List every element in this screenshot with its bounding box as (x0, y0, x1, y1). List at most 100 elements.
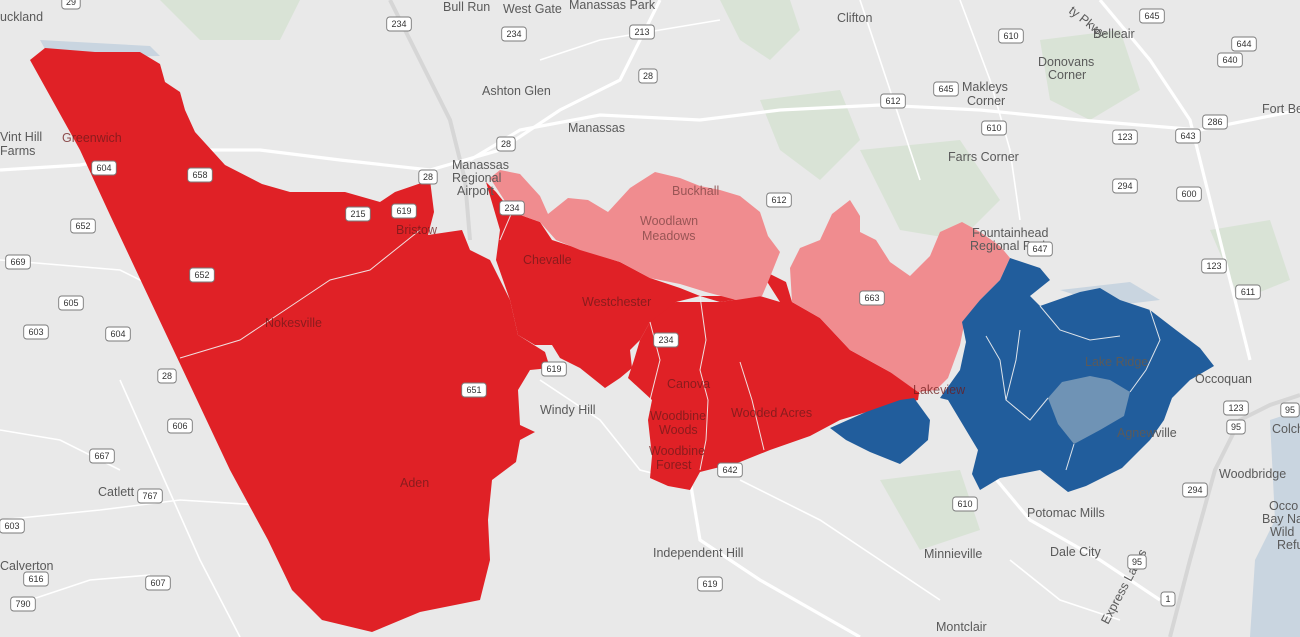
route-shield-label: 605 (63, 298, 78, 308)
precinct-lake-ridge[interactable] (940, 258, 1214, 492)
route-shield-badge (345, 206, 371, 222)
route-shield-badge (1112, 178, 1138, 194)
place-label: Minnieville (924, 547, 982, 561)
route-shield-label: 640 (1222, 55, 1237, 65)
route-shield-badge (187, 167, 213, 183)
precinct-lean-democrat[interactable] (1048, 376, 1130, 444)
route-shield-badge (1139, 8, 1165, 24)
route-shield-label: 644 (1236, 39, 1251, 49)
route-shield-label: 642 (722, 465, 737, 475)
route-shield-s644: 644 (1231, 36, 1257, 52)
route-shield-badge (1112, 129, 1138, 145)
place-label: Forest (656, 458, 692, 472)
place-label: Nokesville (265, 316, 322, 330)
route-shield-badge (952, 496, 978, 512)
route-shield-s645a: 645 (1139, 8, 1165, 24)
route-shield-s669: 669 (5, 254, 31, 270)
route-shield-label: 28 (162, 371, 172, 381)
route-shield-badge (145, 575, 171, 591)
route-shield-s610a: 610 (998, 28, 1024, 44)
route-shield-label: 663 (864, 293, 879, 303)
place-label: Woodbridge (1219, 467, 1286, 481)
route-shield-s612a: 612 (880, 93, 906, 109)
place-label: Independent Hill (653, 546, 743, 560)
route-shield-label: 95 (1231, 422, 1241, 432)
route-shield-label: 645 (1144, 11, 1159, 21)
route-shield-s610b: 610 (981, 120, 1007, 136)
route-shield-label: 294 (1117, 181, 1132, 191)
route-shield-s234a: 234 (386, 16, 412, 32)
route-shield-badge (10, 596, 36, 612)
route-shield-label: 234 (391, 19, 406, 29)
precinct-nokesville-aden[interactable] (30, 48, 550, 632)
route-shield-label: 603 (28, 327, 43, 337)
precinct-boundaries (179, 211, 1161, 471)
place-label: Airport (457, 184, 494, 198)
route-shield-badge (137, 488, 163, 504)
route-shield-s294a: 294 (1112, 178, 1138, 194)
route-shield-s790: 790 (10, 596, 36, 612)
route-shield-s652b: 652 (189, 267, 215, 283)
precinct-woodlawn-meadows[interactable] (490, 170, 780, 300)
route-shield-badge (1027, 241, 1053, 257)
route-shield-label: 286 (1207, 117, 1222, 127)
place-label: Ashton Glen (482, 84, 551, 98)
place-label: Bay Na (1262, 512, 1300, 526)
place-label: Wooded Acres (731, 406, 812, 420)
route-shield-s767: 767 (137, 488, 163, 504)
route-shield-label: 619 (702, 579, 717, 589)
route-shield-badge (157, 368, 177, 384)
route-shield-label: 619 (396, 206, 411, 216)
place-label: Manassas (452, 158, 509, 172)
route-shield-badge (1280, 402, 1300, 418)
precinct-westchester[interactable] (486, 182, 780, 388)
route-shield-badge (880, 93, 906, 109)
route-shield-s667: 667 (89, 448, 115, 464)
place-label: Donovans (1038, 55, 1094, 69)
route-shield-label: 28 (423, 172, 433, 182)
place-label: Woodlawn (640, 214, 698, 228)
place-label: Makleys (962, 80, 1008, 94)
route-shield-s95a: 95 (1280, 402, 1300, 418)
route-shield-s234c: 234 (499, 200, 525, 216)
route-shield-label: 647 (1032, 244, 1047, 254)
route-shield-label: 234 (504, 203, 519, 213)
precinct-layer[interactable] (30, 48, 1214, 632)
route-shield-s619c: 619 (697, 576, 723, 592)
route-shield-label: 28 (501, 139, 511, 149)
precinct-blue-southwest[interactable] (830, 398, 930, 464)
route-shield-badge (859, 290, 885, 306)
place-label: Woodbine (650, 409, 706, 423)
route-shield-label: 619 (546, 364, 561, 374)
route-shield-badge (1231, 36, 1257, 52)
route-shield-label: 767 (142, 491, 157, 501)
route-shield-badge (189, 267, 215, 283)
place-label: Refu (1277, 538, 1300, 552)
route-shield-s607: 607 (145, 575, 171, 591)
place-label: Colch (1272, 422, 1300, 436)
route-shield-label: 652 (194, 270, 209, 280)
route-shield-s28c: 28 (418, 169, 438, 185)
route-shield-badge (1201, 258, 1227, 274)
route-shield-label: 600 (1181, 189, 1196, 199)
place-label: Occoquan (1195, 372, 1252, 386)
place-label: West Gate (503, 2, 562, 16)
place-label: Woodbine (649, 444, 705, 458)
route-shield-s234b: 234 (501, 26, 527, 42)
route-shield-s612b: 612 (766, 192, 792, 208)
route-shield-badge (0, 518, 25, 534)
route-shield-badge (23, 324, 49, 340)
precinct-canova-wooded-acres[interactable] (628, 270, 920, 490)
place-label: Corner (1048, 68, 1086, 82)
route-shield-badge (933, 81, 959, 97)
precinct-663[interactable] (790, 200, 1010, 392)
place-label: Woods (659, 423, 698, 437)
route-shield-label: 790 (15, 599, 30, 609)
place-label: Chevalle (523, 253, 572, 267)
route-shield-s28a: 28 (638, 68, 658, 84)
place-label: Aden (400, 476, 429, 490)
route-shield-s642: 642 (717, 462, 743, 478)
place-label: Corner (967, 94, 1005, 108)
